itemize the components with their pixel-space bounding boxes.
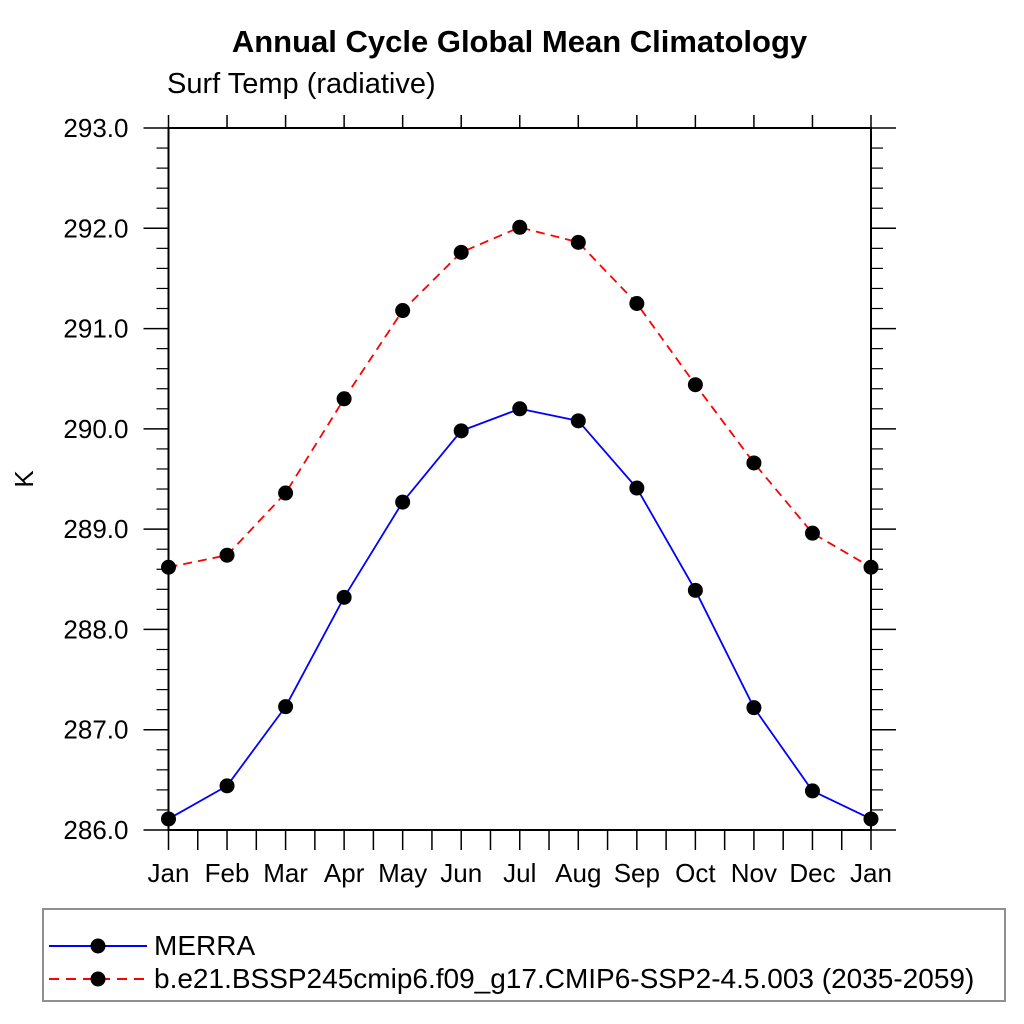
y-tick-label: 292.0 bbox=[63, 213, 128, 243]
legend: MERRA b.e21.BSSP245cmip6.f09_g17.CMIP6-S… bbox=[42, 908, 1006, 1002]
x-tick-label: Dec bbox=[789, 858, 835, 888]
y-tick-label: 290.0 bbox=[63, 414, 128, 444]
data-point-marker bbox=[863, 811, 879, 827]
data-point-marker bbox=[219, 778, 235, 794]
legend-line-sample-dashed bbox=[49, 971, 147, 987]
x-tick-label: Jul bbox=[503, 858, 536, 888]
data-point-marker bbox=[453, 423, 469, 439]
x-tick-label: Oct bbox=[675, 858, 716, 888]
data-point-marker bbox=[804, 525, 820, 541]
data-point-marker bbox=[746, 455, 762, 471]
data-point-marker bbox=[336, 589, 352, 605]
x-tick-label: Jan bbox=[148, 858, 190, 888]
data-point-marker bbox=[161, 811, 176, 827]
legend-label: MERRA bbox=[154, 930, 256, 961]
y-tick-label: 288.0 bbox=[63, 614, 128, 644]
series-line-0 bbox=[168, 407, 872, 820]
x-tick-label: Mar bbox=[263, 858, 308, 888]
y-tick-label: 286.0 bbox=[63, 815, 128, 845]
data-point-marker bbox=[804, 783, 820, 799]
data-point-marker bbox=[746, 700, 762, 716]
data-point-marker bbox=[395, 494, 411, 510]
data-point-marker bbox=[278, 699, 294, 715]
legend-entry-merra: MERRA bbox=[48, 930, 256, 961]
x-tick-label: Nov bbox=[731, 858, 777, 888]
data-point-marker bbox=[629, 296, 645, 311]
data-point-marker bbox=[570, 413, 586, 429]
x-tick-label: Jun bbox=[440, 858, 482, 888]
x-tick-label: Apr bbox=[324, 858, 365, 888]
plot-frame bbox=[167, 127, 872, 831]
y-tick-label: 293.0 bbox=[63, 113, 128, 143]
y-tick-label: 291.0 bbox=[63, 314, 128, 344]
legend-entry-model: b.e21.BSSP245cmip6.f09_g17.CMIP6-SSP2-4.… bbox=[48, 963, 975, 994]
data-point-marker bbox=[629, 480, 645, 496]
legend-line-sample-solid bbox=[49, 938, 147, 954]
data-point-marker bbox=[219, 547, 235, 563]
data-point-marker bbox=[512, 219, 528, 235]
chart-title: Annual Cycle Global Mean Climatology bbox=[231, 24, 808, 59]
data-point-marker bbox=[570, 234, 586, 250]
x-tick-label: Aug bbox=[555, 858, 601, 888]
x-tick-label: Jan bbox=[850, 858, 892, 888]
data-point-marker bbox=[278, 485, 294, 501]
x-tick-label: May bbox=[378, 858, 427, 888]
y-tick-label: 289.0 bbox=[63, 514, 128, 544]
legend-label: b.e21.BSSP245cmip6.f09_g17.CMIP6-SSP2-4.… bbox=[154, 963, 975, 994]
data-point-marker bbox=[336, 391, 352, 407]
data-point-marker bbox=[453, 244, 469, 260]
data-point-marker bbox=[395, 303, 411, 319]
chart-subtitle: Surf Temp (radiative) bbox=[167, 68, 436, 100]
data-point-marker bbox=[687, 377, 703, 393]
data-point-marker bbox=[512, 401, 528, 417]
data-point-marker bbox=[161, 559, 176, 575]
y-tick-label: 287.0 bbox=[63, 715, 128, 745]
data-point-marker bbox=[687, 582, 703, 598]
x-tick-label: Sep bbox=[614, 858, 660, 888]
series-line-1 bbox=[168, 226, 872, 569]
x-tick-label: Feb bbox=[205, 858, 250, 888]
data-point-marker bbox=[863, 559, 879, 575]
